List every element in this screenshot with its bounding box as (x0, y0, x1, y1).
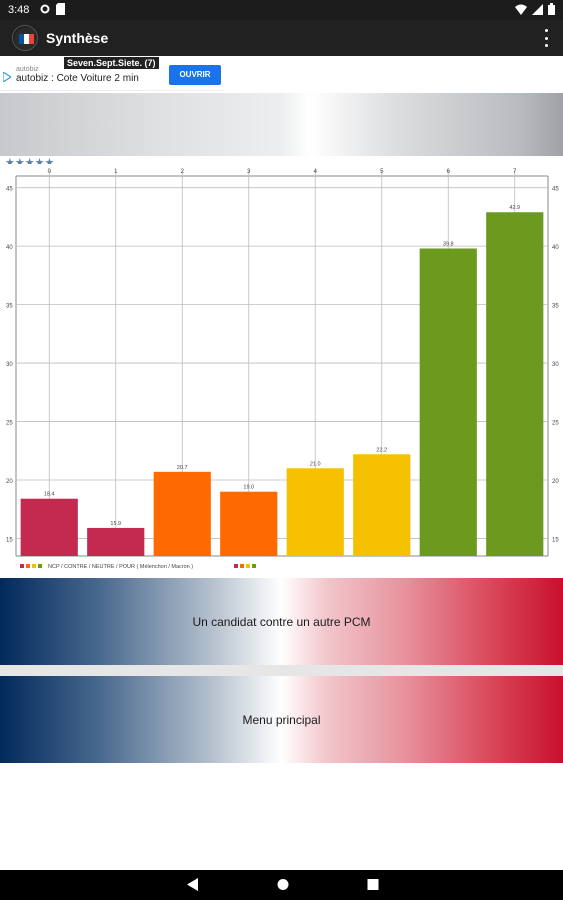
y-tick-label-right: 45 (552, 187, 559, 193)
x-tick-label: 5 (380, 169, 384, 175)
bar (220, 491, 278, 556)
bar (353, 454, 411, 556)
ad-open-button[interactable]: OUVRIR (169, 65, 221, 85)
bar-chart: 15 15 20 20 25 25 30 30 35 35 40 40 45 45 0 18.4 1 15.9 2 2… (0, 164, 563, 576)
bar-value-label: 21.0 (310, 461, 321, 467)
legend-swatch (32, 564, 36, 568)
legend-swatch (20, 564, 24, 568)
y-tick-label-left: 45 (6, 187, 13, 193)
y-tick-label-right: 30 (552, 362, 559, 368)
y-tick-label-left: 15 (6, 537, 13, 543)
bar-value-label: 39.8 (443, 241, 454, 247)
legend-swatch (246, 564, 250, 568)
legend-swatch (234, 564, 238, 568)
overflow-menu-icon[interactable] (543, 29, 549, 47)
signal-icon (532, 3, 543, 18)
settings-icon (40, 3, 50, 15)
bar (20, 498, 78, 556)
bar-value-label: 20.7 (177, 465, 188, 471)
compare-candidates-button[interactable]: Un candidat contre un autre PCM (0, 578, 563, 665)
x-tick-label: 4 (314, 169, 318, 175)
x-tick-label: 7 (513, 169, 517, 175)
battery-icon (548, 3, 555, 18)
bar-value-label: 15.9 (110, 521, 121, 527)
x-tick-label: 6 (447, 169, 451, 175)
x-tick-label: 2 (181, 169, 185, 175)
main-menu-label: Menu principal (242, 712, 321, 727)
status-bar: 3:48 (0, 0, 563, 20)
y-tick-label-right: 40 (552, 245, 559, 251)
legend-swatch (252, 564, 256, 568)
bar-value-label: 42.9 (509, 205, 520, 211)
wifi-icon (515, 4, 527, 18)
adchoices-icon[interactable] (2, 69, 13, 84)
sd-card-icon (56, 3, 66, 15)
page-title: Synthèse (46, 30, 109, 46)
bar (153, 471, 211, 556)
y-tick-label-right: 25 (552, 421, 559, 427)
y-tick-label-left: 25 (6, 421, 13, 427)
y-tick-label-left: 30 (6, 362, 13, 368)
bar-value-label: 19.0 (243, 485, 254, 491)
legend-text: NCP / CONTRE / NEUTRE / POUR ( Mélenchon… (48, 564, 193, 570)
recents-icon[interactable] (367, 878, 379, 896)
bar (87, 527, 145, 556)
header-banner (0, 93, 563, 156)
main-menu-button[interactable]: Menu principal (0, 676, 563, 763)
y-tick-label-right: 20 (552, 479, 559, 485)
back-icon[interactable] (187, 878, 199, 896)
ad-text: autobiz : Cote Voiture 2 min (16, 73, 139, 84)
separator (0, 665, 563, 676)
status-right-icons (515, 3, 555, 18)
x-tick-label: 1 (114, 169, 118, 175)
ad-banner[interactable]: autobiz autobiz : Cote Voiture 2 min Sev… (0, 57, 224, 91)
y-tick-label-right: 15 (552, 537, 559, 543)
home-icon[interactable] (277, 878, 289, 896)
navigation-bar (0, 870, 563, 900)
legend-swatch (26, 564, 30, 568)
app-logo-icon (12, 25, 38, 51)
y-tick-label-left: 35 (6, 304, 13, 310)
y-tick-label-left: 40 (6, 245, 13, 251)
x-tick-label: 0 (48, 169, 52, 175)
compare-candidates-label: Un candidat contre un autre PCM (192, 614, 371, 629)
legend-swatch (38, 564, 42, 568)
y-tick-label-left: 20 (6, 479, 13, 485)
bar (486, 212, 544, 556)
bar-value-label: 22.2 (376, 447, 387, 453)
app-bar: Synthèse (0, 20, 563, 56)
bar (286, 468, 344, 556)
bar (419, 248, 477, 556)
legend-swatch (240, 564, 244, 568)
x-tick-label: 3 (247, 169, 251, 175)
ad-label: Seven.Sept.Siete. (7) (64, 57, 159, 69)
bar-value-label: 18.4 (44, 492, 55, 498)
y-tick-label-right: 35 (552, 304, 559, 310)
ad-site: autobiz (16, 66, 39, 73)
status-time: 3:48 (8, 4, 30, 16)
